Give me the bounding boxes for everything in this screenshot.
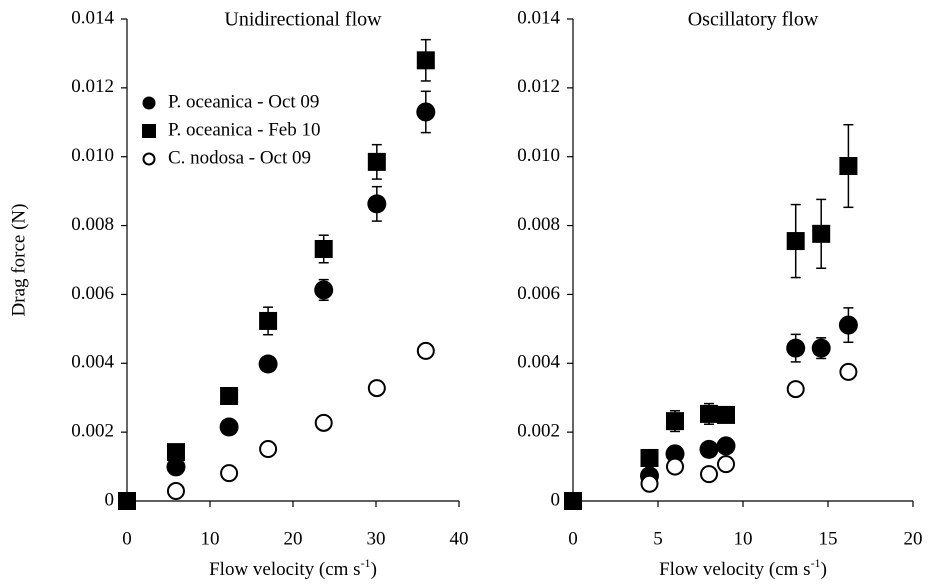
x-tick-label: 10 [734,528,753,549]
marker-square [700,404,718,423]
y-tick-label: 0.014 [71,7,114,28]
y-tick-label: 0.004 [71,352,114,373]
marker-square [839,157,858,176]
x-axis-label-part: ) [821,559,827,580]
marker-circle [367,194,387,214]
marker-open-circle [717,455,735,474]
legend-marker [142,96,156,110]
marker-open-circle [220,464,239,483]
x-tick-label: 40 [450,528,469,549]
marker-circle [786,338,806,358]
marker-open-circle [786,380,805,399]
y-tick-label: 0.008 [517,214,560,235]
y-tick-label: 0.008 [71,214,114,235]
y-tick-label: 0.014 [517,7,560,28]
marker-circle [416,102,436,122]
marker-circle [838,315,858,335]
legend-marker [142,124,156,138]
x-tick-label: 20 [284,528,303,549]
marker-circle [699,439,719,459]
y-tick-label: 0.002 [517,421,560,442]
marker-circle [716,436,736,456]
x-axis-label-part: Flow velocity (cm s [209,559,360,580]
marker-square [812,224,831,243]
marker-square [118,492,136,510]
x-axis-label-part: -1 [811,556,821,570]
x-tick-label: 15 [819,528,838,549]
y-axis-label: Drag force (N) [8,204,29,317]
marker-square [314,239,333,258]
marker-circle [166,457,186,477]
marker-square [367,152,386,171]
marker-open-circle [666,457,684,476]
x-axis-label-part: ) [371,559,377,580]
marker-open-circle [839,362,858,381]
y-tick-label: 0.012 [517,76,560,97]
x-tick-label: 0 [122,528,132,549]
y-tick-label: 0 [551,489,561,510]
marker-circle [314,280,334,300]
legend-label: C. nodosa - Oct 09 [168,147,311,168]
legend-label: P. oceanica - Oct 09 [168,91,319,112]
marker-square [416,51,435,70]
marker-open-circle [259,440,278,459]
marker-open-circle [416,341,435,360]
x-tick-label: 10 [201,528,220,549]
y-tick-label: 0.012 [71,76,114,97]
marker-square [640,448,659,467]
y-tick-label: 0 [105,489,115,510]
marker-open-circle [166,482,185,501]
x-tick-label: 0 [568,528,578,549]
y-tick-label: 0.010 [517,145,560,166]
x-tick-label: 5 [653,528,663,549]
marker-circle [811,338,831,358]
x-axis-label-part: -1 [361,556,371,570]
panel-title: Oscillatory flow [688,9,819,31]
x-tick-label: 20 [904,528,923,549]
y-tick-label: 0.002 [71,421,114,442]
marker-open-circle [367,379,386,398]
marker-circle [258,354,278,374]
x-axis-label-part: Flow velocity (cm s [659,559,810,580]
marker-square [259,311,278,330]
marker-circle [665,444,685,464]
y-tick-label: 0.010 [71,145,114,166]
legend-label: P. oceanica - Feb 10 [168,119,320,140]
marker-circle [219,417,239,437]
x-axis-label: Flow velocity (cm s-1) [209,556,377,581]
marker-square [564,492,582,510]
marker-square [166,443,185,462]
marker-square [220,386,239,405]
panel-title: Unidirectional flow [224,9,382,31]
x-axis-label: Flow velocity (cm s-1) [659,556,827,581]
legend-marker [142,152,156,166]
y-tick-label: 0.004 [517,352,560,373]
marker-square [666,412,684,431]
marker-open-circle [640,474,659,493]
x-tick-label: 30 [367,528,386,549]
y-tick-label: 0.006 [517,283,560,304]
y-tick-label: 0.006 [71,283,114,304]
marker-open-circle [700,465,718,484]
marker-open-circle [314,413,333,432]
marker-square [717,405,735,424]
marker-square [786,232,805,251]
